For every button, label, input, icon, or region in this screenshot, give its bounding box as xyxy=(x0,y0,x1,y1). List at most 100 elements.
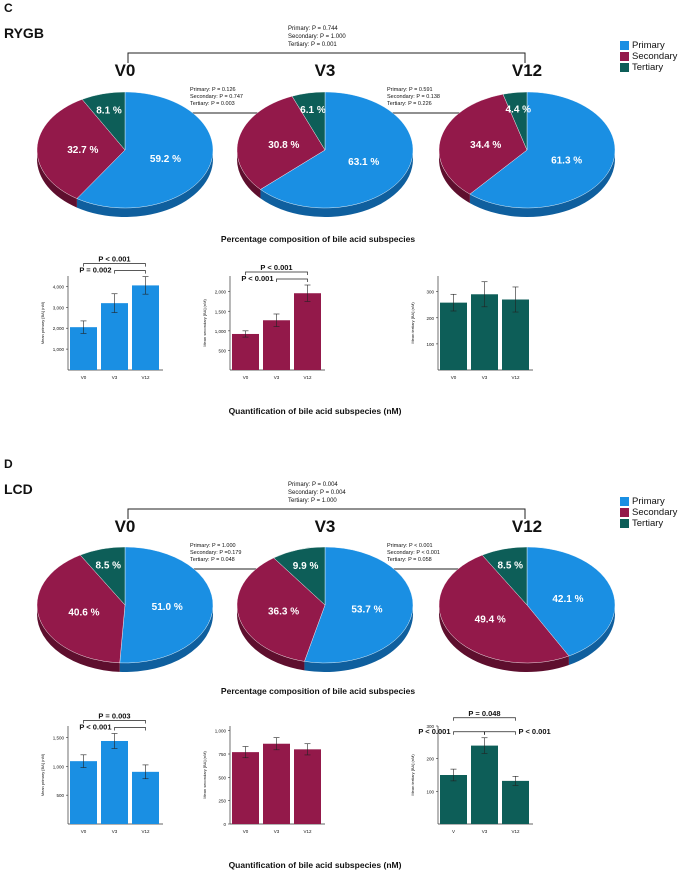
significance-bracket xyxy=(114,270,146,274)
pie-v12: 61.3 % 34.4 % 4.4 % xyxy=(438,91,616,217)
bar-chart-primary: 500 1,000 1,500 Mean primary [BA] (nM) V0 V3 V… xyxy=(40,711,163,834)
x-tick-label: V12 xyxy=(511,375,520,380)
y-tick-label: 0 xyxy=(223,822,226,827)
significance-label: P < 0.001 xyxy=(98,255,130,264)
pie-slice-primary xyxy=(76,91,214,209)
y-axis-label: Mean secondary [BA] (nM) xyxy=(202,751,207,799)
pie-slice-tertiary xyxy=(502,91,528,151)
pie-value-label: 6.1 % xyxy=(300,105,326,116)
y-tick-label: 750 xyxy=(218,752,226,757)
pie-value-label: 34.4 % xyxy=(470,140,501,151)
x-tick-label: V3 xyxy=(482,375,488,380)
pie-slice-tertiary xyxy=(273,546,326,606)
pairwise-p-text: Tertiary: P = 0.003 xyxy=(190,101,235,107)
pairwise-p-text: Secondary: P = 0.138 xyxy=(387,94,440,100)
x-tick-label: V0 xyxy=(243,375,249,380)
y-axis-label: Mean secondary [BA] (nM) xyxy=(202,299,207,347)
pie-value-label: 30.8 % xyxy=(268,140,299,151)
y-tick-label: 2,000 xyxy=(215,290,227,295)
pairwise-p-text: Primary: P = 1.000 xyxy=(190,543,236,549)
legend-swatch xyxy=(620,63,629,72)
bar-v0 xyxy=(70,327,97,370)
y-tick-label: 100 xyxy=(426,342,434,347)
bar-v3 xyxy=(263,743,290,824)
significance-label: P < 0.001 xyxy=(260,263,292,272)
significance-bracket xyxy=(245,271,308,276)
significance-label: P < 0.001 xyxy=(241,274,273,283)
significance-bracket xyxy=(453,731,485,735)
timepoint-label: V3 xyxy=(315,61,336,80)
significance-label: P = 0.002 xyxy=(79,266,111,275)
pairwise-p-text: Primary: P = 0.126 xyxy=(190,87,236,93)
bar-v12 xyxy=(502,780,529,824)
x-tick-label: V12 xyxy=(303,829,312,834)
x-tick-label: V0 xyxy=(81,829,87,834)
y-tick-label: 2,000 xyxy=(53,326,65,331)
pie-slice-primary xyxy=(469,91,616,209)
y-tick-label: 300 xyxy=(426,290,434,295)
pairwise-p-text: Tertiary: P = 0.048 xyxy=(190,557,235,563)
pie-v3: 53.7 % 36.3 % 9.9 % xyxy=(236,546,414,672)
bar-chart-tertiary: 100 200 300 Mean tertiary [BA] (nM) V0 V3 V12 xyxy=(410,276,533,380)
overall-bracket xyxy=(127,508,526,519)
pie-value-label: 63.1 % xyxy=(348,157,379,168)
pie-side-primary xyxy=(568,605,615,666)
pairwise-p-text: Primary: P = 0.591 xyxy=(387,87,433,93)
y-tick-label: 1,000 xyxy=(53,347,65,352)
pie-value-label: 61.3 % xyxy=(551,156,582,167)
y-tick-label: 250 xyxy=(218,799,226,804)
legend-swatch xyxy=(620,41,629,50)
pie-side-secondary xyxy=(439,605,569,673)
pie-value-label: 42.1 % xyxy=(552,594,583,605)
legend-label: Tertiary xyxy=(632,62,663,73)
panel-letter: D xyxy=(4,457,13,471)
significance-label: P = 0.048 xyxy=(468,709,500,718)
y-tick-label: 200 xyxy=(426,757,434,762)
pie-side-secondary xyxy=(36,150,77,208)
overall-p-text: Primary: P = 0.004 xyxy=(288,482,338,488)
pie-v3: 63.1 % 30.8 % 6.1 % xyxy=(236,91,414,217)
significance-label: P < 0.001 xyxy=(79,722,111,731)
panel-d: D LCD Primary: P = 0.004 Secondary: P = 0.0… xyxy=(4,457,678,870)
y-tick-label: 100 xyxy=(426,789,434,794)
pie-value-label: 9.9 % xyxy=(293,561,319,572)
bar-v xyxy=(440,775,467,824)
pie-slice-secondary xyxy=(236,95,326,190)
y-axis-label: Mean primary [BA] (nM) xyxy=(40,301,45,344)
pie-v0: 51.0 % 40.6 % 8.5 % xyxy=(36,546,214,672)
y-axis-label: Mean tertiary [BA] (nM) xyxy=(410,754,415,796)
pie-value-label: 8.5 % xyxy=(497,561,523,572)
pairwise-p-text: Tertiary: P = 0.058 xyxy=(387,557,432,563)
pie-value-label: 8.1 % xyxy=(96,106,122,117)
bar-v12 xyxy=(294,749,321,824)
pie-value-label: 59.2 % xyxy=(150,154,181,165)
legend-swatch xyxy=(620,52,629,61)
y-tick-label: 1,000 xyxy=(215,729,227,734)
pie-slice-primary xyxy=(526,546,616,657)
bar-chart-secondary: 500 1,000 1,500 2,000 Mean secondary [BA] (n… xyxy=(202,263,325,380)
pie-slice-primary xyxy=(119,546,214,664)
x-tick-label: V0 xyxy=(451,375,457,380)
pie-side-primary xyxy=(469,150,615,217)
pie-slice-secondary xyxy=(438,93,528,195)
pie-side-primary xyxy=(260,150,413,217)
pie-caption: Percentage composition of bile acid subs… xyxy=(221,686,415,696)
pie-v0: 59.2 % 32.7 % 8.1 % xyxy=(36,91,214,217)
x-tick-label: V12 xyxy=(511,829,520,834)
legend-swatch xyxy=(620,508,629,517)
bar-chart-secondary: 0 250 500 750 1,000 Mean secondary [BA] (nM) V… xyxy=(202,726,325,834)
pie-side-primary xyxy=(304,605,413,672)
significance-bracket xyxy=(484,731,516,735)
timepoint-label: V12 xyxy=(512,61,542,80)
x-tick-label: V0 xyxy=(243,829,249,834)
pie-side-primary xyxy=(119,605,213,672)
pie-value-label: 49.4 % xyxy=(475,615,506,626)
group-label: RYGB xyxy=(4,25,44,41)
bar-v12 xyxy=(132,285,159,370)
bar-v0 xyxy=(232,752,259,824)
y-axis-label: Mean tertiary [BA] (nM) xyxy=(410,302,415,344)
pie-caption: Percentage composition of bile acid subs… xyxy=(221,234,415,244)
y-tick-label: 500 xyxy=(218,348,226,353)
pie-side-secondary xyxy=(439,150,470,204)
y-tick-label: 3,000 xyxy=(53,305,65,310)
